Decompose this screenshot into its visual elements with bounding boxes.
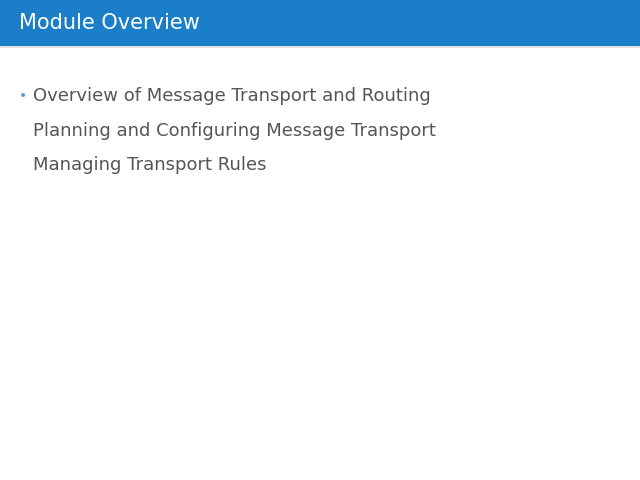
- Text: Module Overview: Module Overview: [19, 13, 200, 33]
- Bar: [0, 46, 640, 48]
- Text: Planning and Configuring Message Transport: Planning and Configuring Message Transpo…: [33, 121, 436, 140]
- Text: •: •: [19, 89, 27, 103]
- Text: Managing Transport Rules: Managing Transport Rules: [33, 156, 267, 174]
- Bar: [0, 0, 640, 46]
- Text: Overview of Message Transport and Routing: Overview of Message Transport and Routin…: [33, 87, 431, 105]
